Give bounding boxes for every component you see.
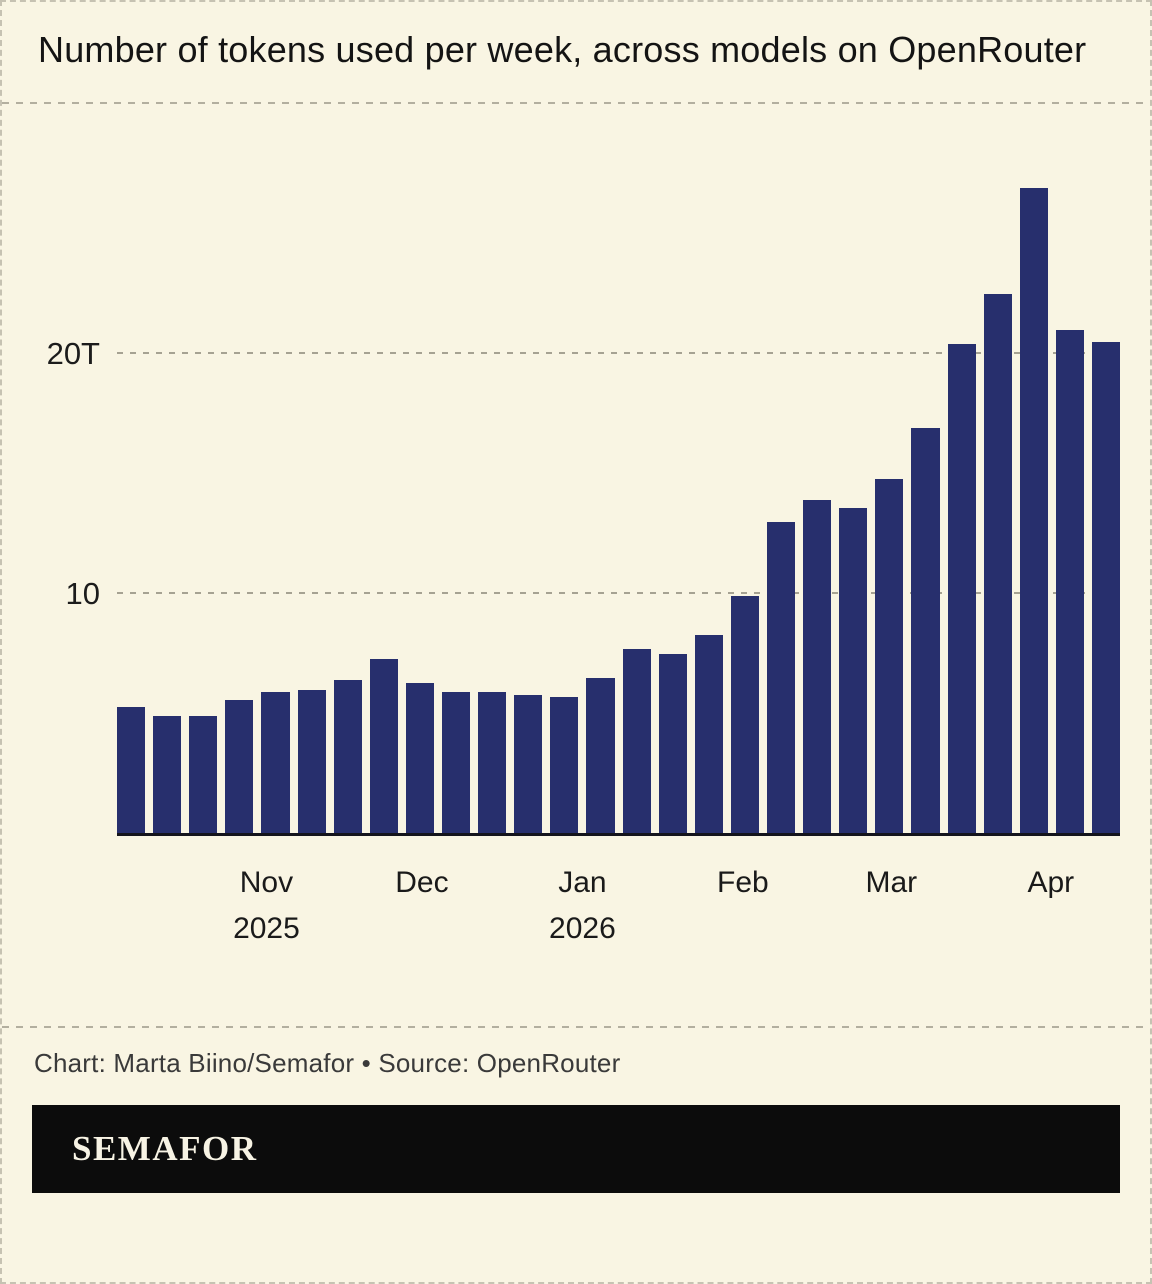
x-tick-month: Nov bbox=[239, 866, 294, 899]
x-axis-tick: Feb bbox=[717, 860, 769, 906]
bar bbox=[189, 716, 218, 834]
bar-chart: 10 20T Nov 2025 Dec Jan 2026 Feb Mar Apr bbox=[32, 114, 1121, 962]
semafor-logo: SEMAFOR bbox=[72, 1129, 258, 1168]
bar bbox=[766, 522, 796, 834]
x-tick-month: Feb bbox=[717, 866, 769, 899]
bar bbox=[550, 697, 579, 834]
chart-credit: Chart: Marta Biino/Semafor • Source: Ope… bbox=[34, 1048, 621, 1078]
y-axis-label: 20T bbox=[46, 336, 100, 371]
bar bbox=[586, 678, 615, 834]
bar bbox=[225, 699, 254, 834]
x-axis: Nov 2025 Dec Jan 2026 Feb Mar Apr bbox=[117, 834, 1120, 962]
bar bbox=[658, 654, 687, 834]
x-axis-baseline bbox=[117, 833, 1120, 836]
bar bbox=[405, 682, 434, 834]
bar bbox=[839, 507, 868, 834]
x-tick-year: 2025 bbox=[233, 912, 300, 945]
bar bbox=[333, 680, 362, 834]
bar bbox=[514, 694, 543, 834]
bar bbox=[1019, 188, 1048, 834]
bar bbox=[947, 344, 976, 834]
gridline bbox=[117, 352, 1120, 354]
bar bbox=[297, 690, 326, 834]
bar bbox=[478, 692, 507, 834]
bar bbox=[875, 478, 904, 834]
y-axis-label: 10 bbox=[65, 576, 100, 611]
divider-top bbox=[2, 102, 1150, 104]
bar bbox=[1055, 330, 1084, 834]
x-tick-year: 2026 bbox=[549, 912, 616, 945]
bar bbox=[117, 706, 146, 834]
x-tick-month: Dec bbox=[395, 866, 449, 899]
x-tick-month: Mar bbox=[865, 866, 918, 899]
gridline bbox=[117, 592, 1120, 594]
bar bbox=[730, 596, 759, 834]
bar bbox=[694, 634, 723, 834]
bar bbox=[1091, 342, 1121, 834]
bar bbox=[153, 716, 182, 834]
x-axis-tick: Nov 2025 bbox=[233, 860, 300, 952]
x-axis-tick: Apr bbox=[1027, 860, 1074, 906]
bar bbox=[441, 692, 471, 834]
bar bbox=[261, 692, 290, 834]
x-axis-tick: Jan 2026 bbox=[549, 860, 616, 952]
x-axis-tick: Dec bbox=[395, 860, 448, 906]
x-axis-tick: Mar bbox=[865, 860, 917, 906]
divider-bottom bbox=[2, 1026, 1150, 1028]
bar bbox=[983, 294, 1012, 834]
bar bbox=[622, 649, 651, 834]
plot-area: 10 20T bbox=[47, 114, 1121, 836]
bar bbox=[911, 428, 940, 834]
bar bbox=[803, 500, 832, 834]
bar bbox=[369, 658, 398, 834]
x-tick-month: Apr bbox=[1027, 866, 1075, 899]
x-tick-month: Jan bbox=[558, 866, 607, 899]
semafor-logo-bar: SEMAFOR bbox=[32, 1105, 1120, 1193]
chart-title: Number of tokens used per week, across m… bbox=[38, 29, 1087, 70]
bars-container bbox=[117, 114, 1121, 834]
